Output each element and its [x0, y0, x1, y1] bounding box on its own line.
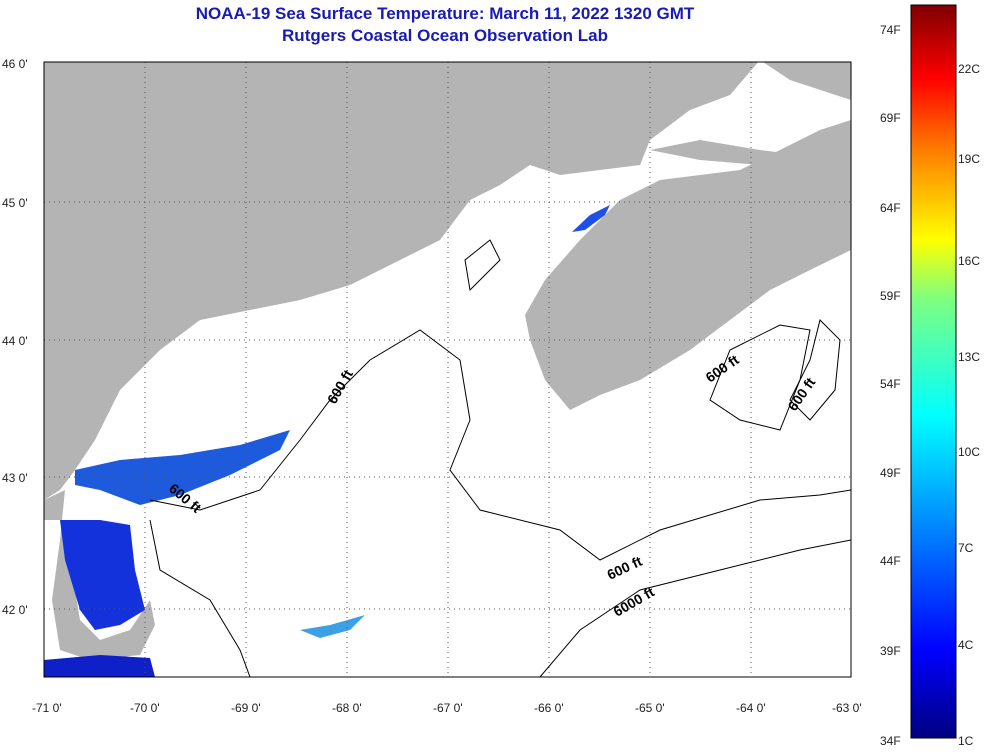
f-label: 74F: [880, 23, 901, 37]
c-label: 13C: [958, 350, 980, 364]
f-label: 34F: [880, 734, 901, 748]
f-label: 54F: [880, 377, 901, 391]
f-label: 49F: [880, 466, 901, 480]
lat-label: 45 0': [2, 196, 28, 210]
land-maine: [44, 62, 851, 500]
sst-patch-georges: [300, 615, 365, 638]
sst-patch-nantucket: [44, 655, 155, 677]
lon-label: -71 0': [32, 701, 62, 715]
lon-label: -68 0': [332, 701, 362, 715]
land-pei: [650, 140, 800, 165]
sst-patch-mass-bay: [60, 520, 145, 630]
c-label: 7C: [958, 541, 974, 555]
map-subtitle: Rutgers Coastal Ocean Observation Lab: [282, 26, 608, 45]
lon-label: -70 0': [130, 701, 160, 715]
lat-label: 44 0': [2, 334, 28, 348]
map-title: NOAA-19 Sea Surface Temperature: March 1…: [195, 4, 695, 23]
land-nova-scotia: [525, 120, 851, 410]
map-frame: [43, 61, 852, 678]
c-label: 16C: [958, 254, 980, 268]
c-label: 4C: [958, 638, 974, 652]
bathymetry-contours: [149, 239, 851, 677]
lat-axis: 46 0' 45 0' 44 0' 43 0' 42 0': [2, 57, 28, 617]
lon-axis: -71 0' -70 0' -69 0' -68 0' -67 0' -66 0…: [32, 701, 862, 715]
lon-label: -69 0': [231, 701, 261, 715]
colorbar-f-labels: 74F 69F 64F 59F 54F 49F 44F 39F 34F: [880, 23, 901, 748]
lat-label: 42 0': [2, 603, 28, 617]
f-label: 69F: [880, 111, 901, 125]
sst-patch-gulf-coast: [75, 430, 290, 505]
lat-label: 43 0': [2, 471, 28, 485]
sst-patch-fundy: [572, 205, 610, 232]
f-label: 39F: [880, 644, 901, 658]
f-label: 44F: [880, 554, 901, 568]
c-label: 19C: [958, 152, 980, 166]
lon-label: -66 0': [534, 701, 564, 715]
f-label: 64F: [880, 201, 901, 215]
f-label: 59F: [880, 289, 901, 303]
c-label: 22C: [958, 62, 980, 76]
lon-label: -67 0': [433, 701, 463, 715]
lat-label: 46 0': [2, 57, 28, 71]
lon-label: -64 0': [736, 701, 766, 715]
c-label: 10C: [958, 445, 980, 459]
colorbar: [910, 4, 957, 739]
lon-label: -65 0': [635, 701, 665, 715]
lon-label: -63 0': [832, 701, 862, 715]
colorbar-c-labels: 22C 19C 16C 13C 10C 7C 4C 1C: [958, 62, 980, 748]
c-label: 1C: [958, 734, 974, 748]
